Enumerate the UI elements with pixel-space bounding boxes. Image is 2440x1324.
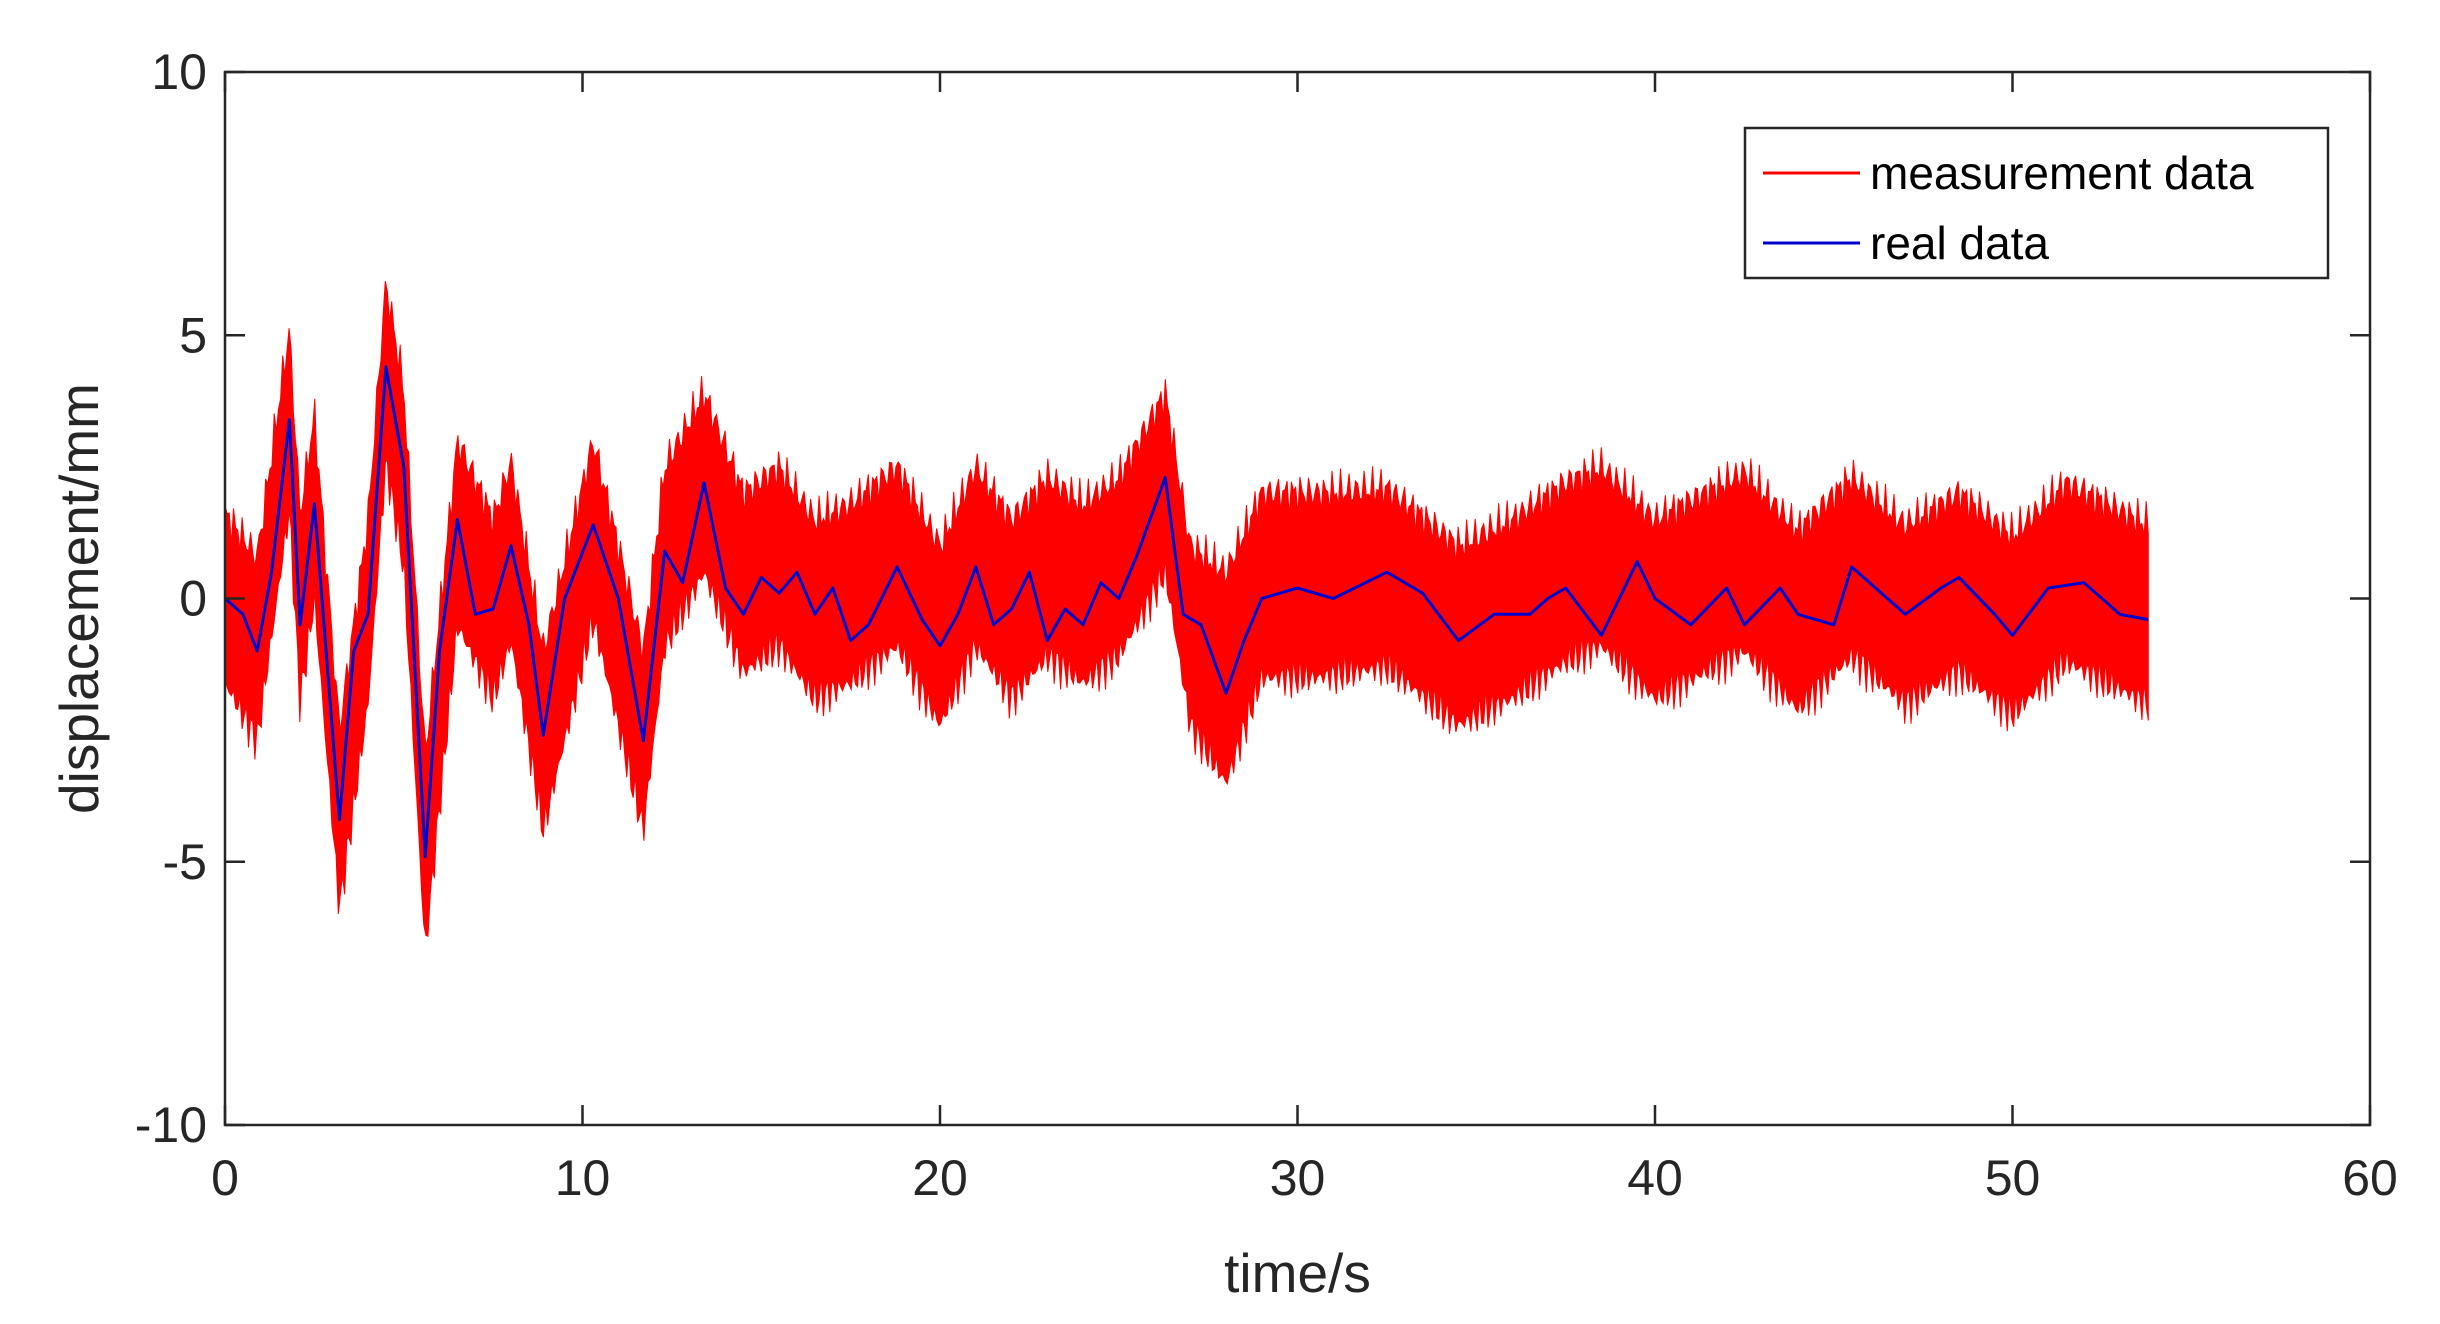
x-tick-label: 50 — [1985, 1150, 2041, 1206]
y-tick-label: 10 — [151, 44, 207, 100]
x-tick-label: 40 — [1627, 1150, 1683, 1206]
real-data-line — [224, 365, 2149, 858]
x-tick-label: 30 — [1270, 1150, 1326, 1206]
legend-entry-real: real data — [1870, 217, 2049, 269]
x-tick-label: 60 — [2342, 1150, 2398, 1206]
x-tick-label: 10 — [555, 1150, 611, 1206]
measurement-data-band — [224, 281, 2149, 938]
legend-entry-measurement: measurement data — [1870, 147, 2254, 199]
y-tick-label: -10 — [135, 1097, 207, 1153]
y-tick-label: 0 — [179, 571, 207, 627]
y-axis-label: displacement/mm — [48, 383, 110, 814]
y-tick-label: -5 — [163, 834, 207, 890]
x-axis-label: time/s — [1224, 1242, 1371, 1304]
legend-box — [1743, 126, 2330, 280]
y-tick-label: 5 — [179, 307, 207, 363]
measurement-data-area — [224, 281, 2149, 938]
real-data-path — [224, 365, 2149, 858]
legend: measurement data real data — [1743, 126, 2330, 280]
y-axis-ticks: 10 5 0 -5 -10 — [135, 44, 2370, 1153]
x-tick-label: 20 — [912, 1150, 968, 1206]
x-axis-ticks: 0 10 20 30 40 50 60 — [211, 72, 2398, 1206]
x-tick-label: 0 — [211, 1150, 239, 1206]
